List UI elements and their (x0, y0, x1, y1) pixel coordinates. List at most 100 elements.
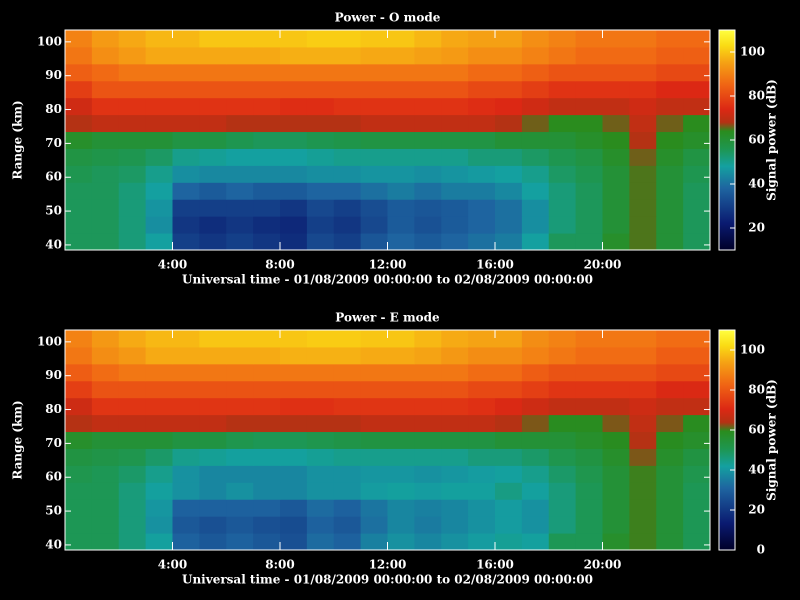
heatmap-cell (172, 516, 200, 534)
heatmap-cell (441, 216, 469, 234)
heatmap-cell (172, 448, 200, 466)
heatmap-cell (226, 216, 254, 234)
heatmap-cell (360, 199, 388, 217)
heatmap-cell (253, 516, 281, 534)
heatmap-cell (548, 516, 577, 534)
heatmap-cell (306, 499, 335, 517)
heatmap-cell (575, 363, 603, 382)
heatmap-cell (548, 148, 577, 166)
heatmap-cell (360, 431, 388, 449)
heatmap-cell (387, 80, 415, 99)
heatmap-cell (441, 97, 469, 116)
heatmap-cell (468, 346, 496, 365)
heatmap-cell (65, 499, 93, 517)
heatmap-cell (683, 499, 710, 517)
heatmap-cell (656, 380, 684, 399)
heatmap-cell (253, 380, 281, 399)
heatmap-cell (226, 97, 254, 116)
heatmap-cell (629, 131, 657, 149)
heatmap-cell (602, 114, 630, 133)
heatmap-cell (226, 465, 254, 483)
heatmap-cell (387, 448, 415, 466)
heatmap-cell (145, 233, 173, 250)
heatmap-cell (118, 233, 147, 250)
heatmap-cell (441, 63, 469, 82)
heatmap-cell (118, 533, 147, 550)
heatmap-cell (414, 346, 442, 365)
heatmap-cell (575, 114, 603, 133)
heatmap-cell (360, 414, 388, 433)
heatmap-cell (226, 431, 254, 449)
heatmap-cell (118, 482, 147, 500)
heatmap-cell (333, 216, 362, 234)
heatmap-cell (172, 165, 200, 183)
heatmap-cell (306, 30, 335, 48)
heatmap-cell (118, 165, 147, 183)
heatmap-cell (575, 233, 603, 250)
heatmap-cell (91, 114, 120, 133)
x-tick-label: 12:00 (369, 558, 407, 572)
heatmap-cell (280, 80, 308, 99)
heatmap-cell (253, 63, 281, 82)
heatmap-cell (683, 30, 710, 48)
heatmap-cell (414, 80, 442, 99)
heatmap-cell (172, 63, 200, 82)
heatmap-cell (91, 431, 120, 449)
heatmap-cell (548, 199, 577, 217)
heatmap-cell (521, 199, 550, 217)
heatmap-cell (656, 148, 684, 166)
heatmap-cell (253, 465, 281, 483)
heatmap-cell (602, 46, 630, 65)
heatmap-cell (441, 414, 469, 433)
heatmap-cell (441, 465, 469, 483)
heatmap-cell (548, 465, 577, 483)
heatmap-cell (360, 533, 388, 550)
heatmap-cell (280, 182, 308, 200)
heatmap-cell (548, 499, 577, 517)
heatmap-cell (387, 363, 415, 382)
heatmap-cell (548, 330, 577, 348)
heatmap-cell (468, 448, 496, 466)
heatmap-cell (629, 363, 657, 382)
heatmap-cell (253, 30, 281, 48)
heatmap-cell (280, 63, 308, 82)
heatmap-cell (414, 431, 442, 449)
heatmap-cell (683, 363, 710, 382)
heatmap-cell (253, 414, 281, 433)
heatmap-cell (548, 30, 577, 48)
heatmap-cell (468, 199, 496, 217)
heatmap-cell (91, 499, 120, 517)
heatmap-cell (199, 431, 227, 449)
heatmap-cell (360, 80, 388, 99)
heatmap-cell (118, 131, 147, 149)
heatmap-cell (199, 414, 227, 433)
heatmap-cell (91, 533, 120, 550)
heatmap-cell (172, 182, 200, 200)
heatmap-cell (145, 131, 173, 149)
heatmap-cell (333, 199, 362, 217)
heatmap-cell (602, 182, 630, 200)
heatmap-cell (118, 397, 147, 416)
heatmap-cell (145, 363, 173, 382)
heatmap-cell (656, 346, 684, 365)
heatmap-cell (441, 165, 469, 183)
heatmap-cell (387, 30, 415, 48)
heatmap-cell (629, 482, 657, 500)
colorbar-tick-label: 100 (740, 343, 765, 357)
heatmap-cell (495, 148, 523, 166)
y-tick-label: 80 (45, 102, 62, 116)
heatmap-cell (226, 380, 254, 399)
heatmap-cell (521, 533, 550, 550)
heatmap-cell (360, 346, 388, 365)
heatmap-cell (575, 465, 603, 483)
heatmap-cell (521, 148, 550, 166)
heatmap-cell (414, 114, 442, 133)
heatmap-cell (575, 216, 603, 234)
heatmap-cell (145, 182, 173, 200)
heatmap-cell (91, 363, 120, 382)
heatmap-cell (280, 131, 308, 149)
heatmap-cell (468, 363, 496, 382)
heatmap-cell (172, 216, 200, 234)
heatmap-cell (226, 165, 254, 183)
heatmap-cell (521, 330, 550, 348)
